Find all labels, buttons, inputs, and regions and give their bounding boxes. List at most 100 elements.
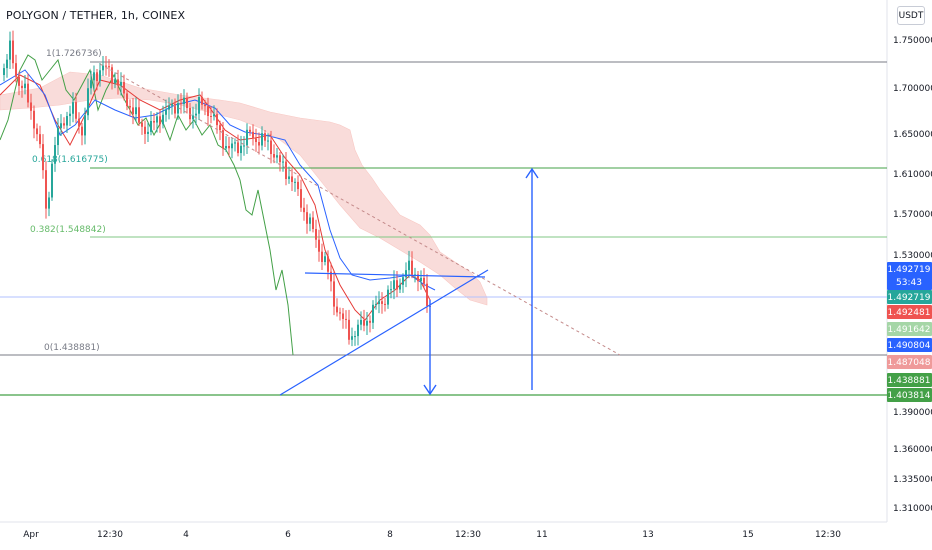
candle-body: [309, 217, 311, 224]
candle-body: [189, 108, 191, 120]
y-tick-label: 1.610000: [893, 170, 932, 180]
candle-body: [303, 207, 305, 213]
candle-body: [21, 85, 23, 89]
candle-body: [84, 115, 86, 136]
candle-body: [195, 113, 197, 116]
candle-body: [48, 197, 50, 209]
candle-body: [228, 146, 230, 149]
candle-body: [156, 116, 158, 123]
triangle-upper-line: [304, 272, 486, 278]
candle-body: [207, 106, 209, 116]
candle-body: [210, 115, 212, 117]
x-tick-label: 8: [387, 530, 393, 540]
candle-body: [75, 102, 77, 119]
candle-body: [294, 181, 296, 183]
candle-body: [312, 217, 314, 229]
candle-body: [183, 97, 185, 105]
candle-body: [399, 284, 401, 290]
price-label-text: 1.492719: [888, 293, 931, 303]
candle-body: [321, 251, 323, 263]
candle-body: [282, 161, 284, 163]
candle-body: [54, 145, 56, 164]
price-label-text: 1.487048: [888, 358, 931, 368]
candle-body: [42, 144, 44, 171]
candle-body: [177, 103, 179, 114]
candle-body: [153, 121, 155, 123]
candle-body: [123, 82, 125, 94]
candle-body: [393, 280, 395, 290]
candle-body: [384, 303, 386, 305]
y-tick-label: 1.335000: [893, 475, 932, 485]
x-tick-label: Apr: [23, 530, 39, 540]
candle-body: [354, 336, 356, 338]
currency-button[interactable]: USDT: [897, 6, 925, 25]
candle-body: [126, 93, 128, 107]
candle-body: [132, 107, 134, 115]
candle-body: [252, 131, 254, 139]
candle-body: [348, 319, 350, 340]
candle-body: [90, 80, 92, 89]
candle-body: [120, 82, 122, 86]
x-tick-label: 15: [742, 530, 753, 540]
candle-body: [99, 70, 101, 82]
candle-body: [168, 105, 170, 110]
candle-body: [186, 97, 188, 109]
candle-body: [339, 312, 341, 314]
price-label-box: [887, 305, 932, 319]
candle-body: [327, 256, 329, 272]
candle-body: [141, 122, 143, 127]
candle-body: [333, 281, 335, 307]
y-tick-label: 1.390000: [893, 408, 932, 418]
candle-body: [105, 65, 107, 67]
candle-body: [426, 283, 428, 306]
candle-body: [357, 324, 359, 337]
candle-body: [198, 96, 200, 114]
candle-body: [417, 274, 419, 282]
candle-body: [9, 40, 11, 60]
candle-body: [423, 277, 425, 284]
candle-body: [231, 143, 233, 149]
candle-body: [363, 319, 365, 326]
fib-level-label: 1(1.726736): [46, 49, 102, 59]
fib-level-label: 0.618(1.616775): [32, 155, 108, 165]
candle-body: [150, 121, 152, 132]
y-tick-label: 1.750000: [893, 36, 932, 46]
price-label-box: [887, 338, 932, 352]
candle-body: [180, 103, 182, 105]
price-label-text: 1.490804: [888, 341, 931, 351]
x-tick-label: 4: [183, 530, 189, 540]
fib-level-label: 0(1.438881): [44, 343, 100, 353]
candle-body: [51, 163, 53, 198]
price-label-countdown: 53:43: [896, 278, 922, 288]
candle-body: [342, 313, 344, 319]
candle-body: [324, 256, 326, 263]
candle-body: [45, 170, 47, 209]
candle-body: [381, 301, 383, 304]
triangle-lower-line: [279, 269, 489, 396]
candle-body: [402, 277, 404, 285]
y-tick-label: 1.530000: [893, 251, 932, 261]
candle-body: [240, 145, 242, 154]
candle-body: [69, 113, 71, 117]
candle-body: [300, 189, 302, 208]
x-tick-label: 6: [285, 530, 291, 540]
candle-body: [345, 318, 347, 320]
candle-body: [390, 289, 392, 291]
candle-body: [66, 116, 68, 126]
candle-body: [174, 104, 176, 114]
candle-body: [306, 212, 308, 224]
candle-body: [276, 155, 278, 158]
candle-body: [264, 133, 266, 141]
candle-body: [255, 138, 257, 143]
candle-body: [129, 106, 131, 108]
candle-body: [96, 72, 98, 82]
candle-body: [318, 239, 320, 252]
candle-body: [369, 320, 371, 323]
candle-body: [102, 65, 104, 71]
candle-body: [216, 114, 218, 126]
candle-body: [315, 228, 317, 240]
candle-body: [15, 63, 17, 77]
candle-body: [273, 154, 275, 158]
